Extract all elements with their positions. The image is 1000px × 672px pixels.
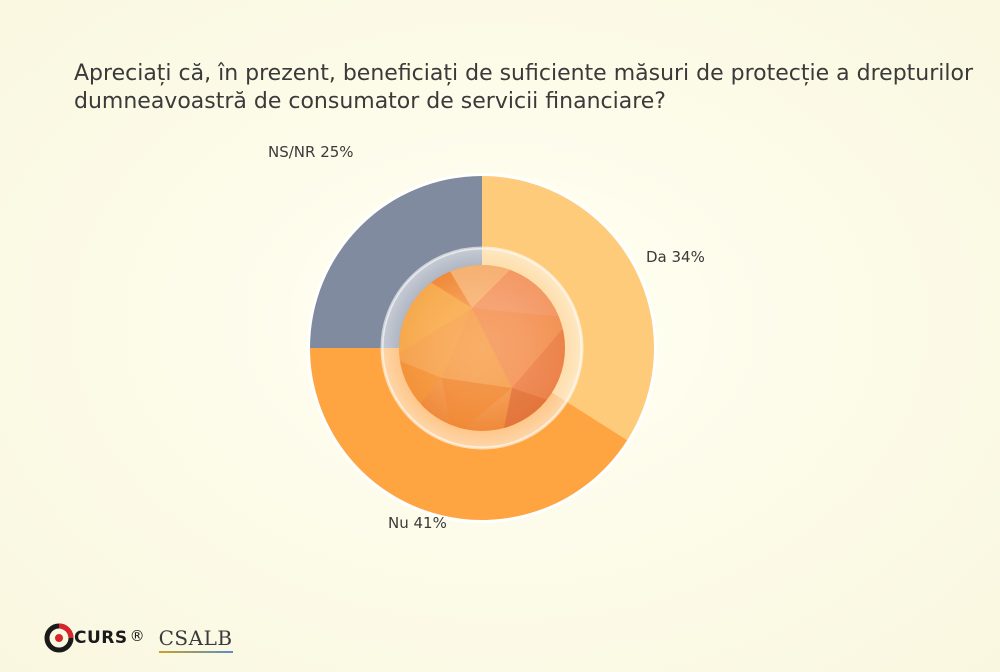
slice-label-nu: Nu 41% <box>388 514 447 532</box>
csalb-logo: CSALB <box>158 626 233 653</box>
footer-logos: CURS ® CSALB <box>44 620 233 656</box>
slice-label-ns-nr: NS/NR 25% <box>268 143 354 161</box>
csalb-underline <box>158 651 233 653</box>
donut-ring-edge <box>380 246 584 450</box>
curs-logo-text: CURS <box>74 628 128 648</box>
csalb-logo-text: CSALB <box>158 626 233 650</box>
slice-label-da: Da 34% <box>646 248 705 266</box>
registered-mark: ® <box>129 627 145 645</box>
curs-swirl-icon <box>44 623 74 653</box>
chart-title: Apreciați că, în prezent, beneficiați de… <box>74 61 974 114</box>
curs-logo: CURS ® <box>44 623 145 653</box>
slice-labels: Da 34% Nu 41% NS/NR 25% <box>268 143 705 532</box>
center-facet <box>399 308 472 378</box>
center-facet <box>472 308 565 388</box>
donut-center <box>380 246 584 450</box>
center-facet <box>472 265 565 318</box>
center-facet <box>442 308 512 388</box>
center-facet <box>442 265 522 308</box>
center-facet <box>442 378 512 431</box>
